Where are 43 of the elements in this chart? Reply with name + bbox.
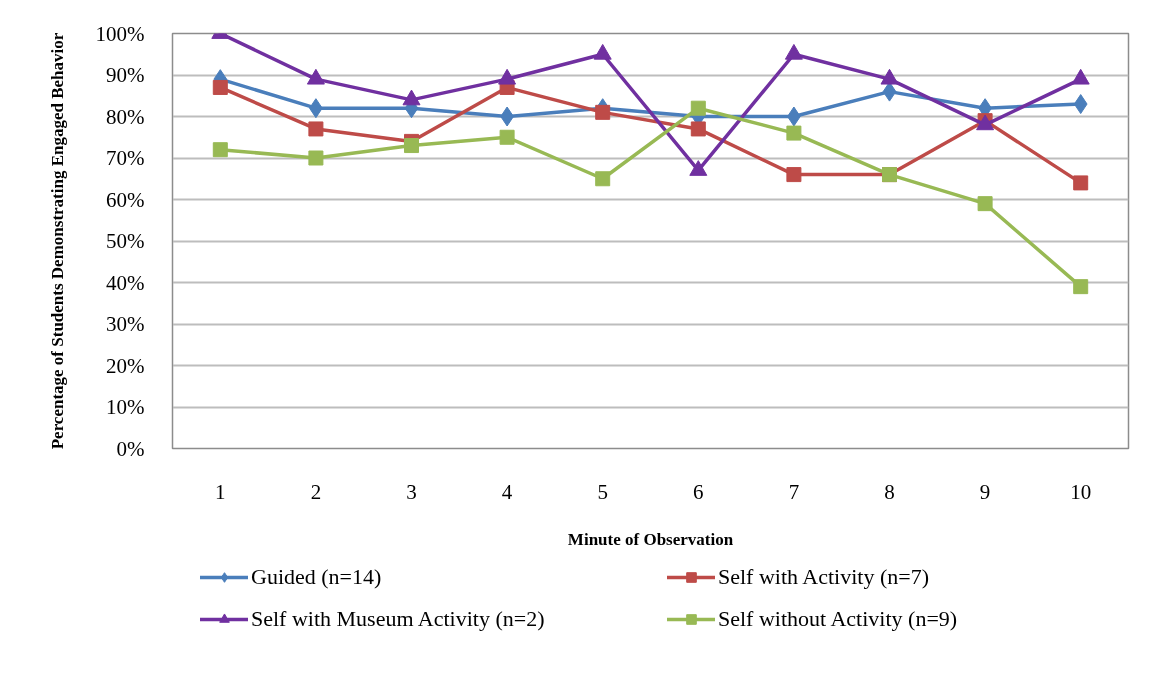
x-tick-label: 4	[501, 479, 513, 504]
x-tick-label: 8	[884, 479, 895, 504]
x-tick-label: 10	[1070, 479, 1092, 504]
x-tick-label: 5	[597, 479, 608, 504]
y-tick-label: 50%	[106, 229, 145, 253]
point	[1073, 175, 1089, 191]
x-tick-label: 9	[979, 479, 991, 504]
y-tick-label: 10%	[106, 395, 145, 419]
x-tick-label: 1	[215, 479, 226, 504]
y-tick-label: 70%	[106, 146, 145, 170]
y-tick-label: 90%	[106, 63, 145, 87]
x-tick-label: 6	[693, 479, 704, 504]
point	[212, 142, 228, 158]
point	[690, 121, 706, 137]
point	[1073, 94, 1088, 115]
point	[212, 79, 228, 95]
point	[499, 129, 515, 145]
y-tick-label: 80%	[106, 104, 145, 129]
legend-label: Self with Activity (n=7)	[718, 564, 930, 590]
y-tick-label: 0%	[116, 436, 145, 461]
point	[308, 121, 324, 137]
point	[786, 167, 802, 183]
x-tick-label: 7	[788, 479, 800, 504]
point	[977, 196, 993, 212]
point	[595, 104, 611, 120]
y-tick-label: 40%	[106, 270, 145, 295]
point	[690, 100, 706, 116]
x-axis-title: Minute of Observation	[567, 529, 734, 549]
point	[308, 150, 324, 166]
x-tick-label: 2	[310, 479, 322, 504]
point	[786, 125, 802, 141]
point	[1073, 279, 1089, 295]
legend-label: Self without Activity (n=9)	[718, 606, 959, 632]
legend-label: Self with Museum Activity (n=2)	[251, 606, 546, 632]
legend-label: Guided (n=14)	[251, 564, 383, 590]
y-axis-title: Percentage of Students Demonstrating Engaged Behavior	[47, 32, 67, 450]
y-tick-label: 60%	[106, 187, 145, 212]
y-tick-label: 100%	[95, 21, 145, 46]
point	[404, 138, 419, 154]
y-tick-label: 30%	[106, 312, 145, 336]
point	[595, 171, 611, 187]
y-tick-label: 20%	[106, 353, 145, 378]
x-tick-label: 3	[406, 479, 417, 504]
